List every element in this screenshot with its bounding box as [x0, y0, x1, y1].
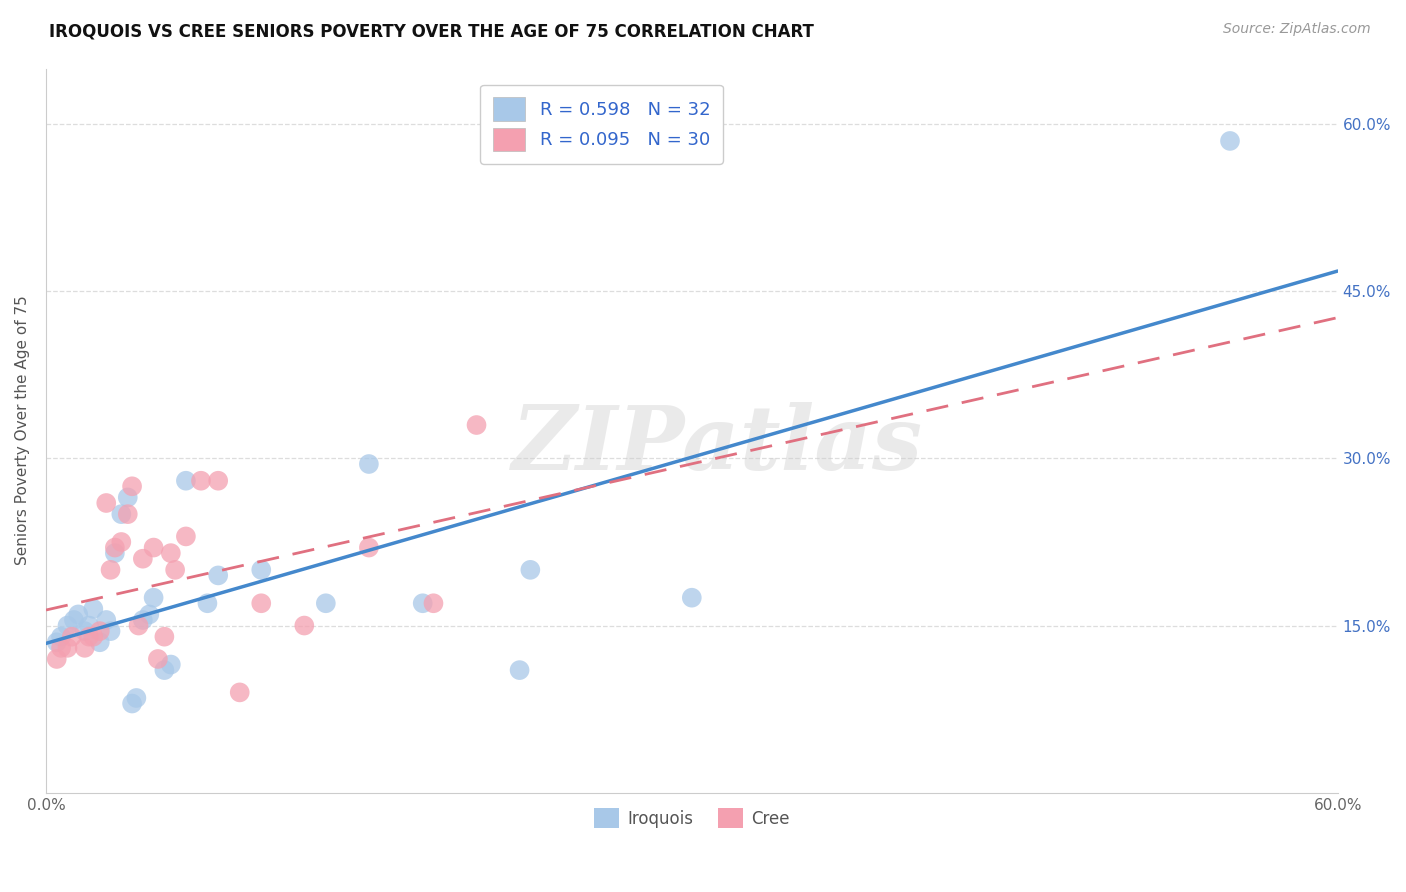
Point — [509, 663, 531, 677]
Point — [250, 596, 273, 610]
Point — [207, 474, 229, 488]
Point — [117, 507, 139, 521]
Point — [45, 652, 67, 666]
Point — [49, 630, 72, 644]
Point — [146, 652, 169, 666]
Point — [96, 496, 118, 510]
Point — [45, 635, 67, 649]
Point — [89, 624, 111, 639]
Point — [153, 630, 176, 644]
Point — [190, 474, 212, 488]
Point — [60, 630, 83, 644]
Point — [110, 507, 132, 521]
Point — [117, 491, 139, 505]
Point — [142, 541, 165, 555]
Point — [128, 618, 150, 632]
Point — [1219, 134, 1241, 148]
Point — [100, 624, 122, 639]
Point — [77, 630, 100, 644]
Point — [292, 618, 315, 632]
Point — [89, 635, 111, 649]
Point — [110, 535, 132, 549]
Point — [357, 541, 380, 555]
Point — [104, 546, 127, 560]
Point — [82, 602, 104, 616]
Point — [160, 546, 183, 560]
Point — [174, 529, 197, 543]
Point — [681, 591, 703, 605]
Point — [315, 596, 337, 610]
Point — [63, 613, 86, 627]
Point — [125, 690, 148, 705]
Point — [422, 596, 444, 610]
Point — [465, 417, 488, 432]
Point — [104, 541, 127, 555]
Legend: Iroquois, Cree: Iroquois, Cree — [588, 801, 797, 835]
Point — [82, 630, 104, 644]
Point — [132, 613, 155, 627]
Point — [67, 607, 90, 622]
Text: IROQUOIS VS CREE SENIORS POVERTY OVER THE AGE OF 75 CORRELATION CHART: IROQUOIS VS CREE SENIORS POVERTY OVER TH… — [49, 22, 814, 40]
Point — [174, 474, 197, 488]
Point — [142, 591, 165, 605]
Point — [519, 563, 541, 577]
Point — [412, 596, 434, 610]
Point — [153, 663, 176, 677]
Point — [73, 640, 96, 655]
Point — [77, 618, 100, 632]
Point — [250, 563, 273, 577]
Point — [121, 697, 143, 711]
Point — [49, 640, 72, 655]
Point — [56, 640, 79, 655]
Point — [197, 596, 219, 610]
Point — [121, 479, 143, 493]
Point — [357, 457, 380, 471]
Point — [100, 563, 122, 577]
Point — [96, 613, 118, 627]
Point — [207, 568, 229, 582]
Text: Source: ZipAtlas.com: Source: ZipAtlas.com — [1223, 22, 1371, 37]
Point — [56, 618, 79, 632]
Point — [73, 624, 96, 639]
Y-axis label: Seniors Poverty Over the Age of 75: Seniors Poverty Over the Age of 75 — [15, 296, 30, 566]
Point — [132, 551, 155, 566]
Text: ZIPatlas: ZIPatlas — [512, 401, 924, 488]
Point — [160, 657, 183, 672]
Point — [228, 685, 250, 699]
Point — [165, 563, 187, 577]
Point — [138, 607, 160, 622]
